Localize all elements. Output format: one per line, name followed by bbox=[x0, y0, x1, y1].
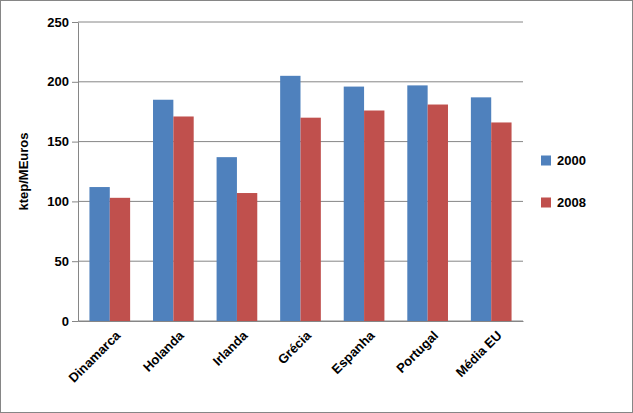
y-tick: 200 bbox=[47, 74, 78, 89]
y-tick: 50 bbox=[55, 254, 78, 269]
x-axis: Dinamarca Holanda Irlanda Grécia Espanha Port… bbox=[66, 321, 524, 385]
y-tick: 0 bbox=[62, 314, 78, 329]
bar bbox=[471, 97, 491, 321]
bar bbox=[173, 116, 193, 321]
x-tick: Espanha bbox=[329, 321, 378, 377]
bars bbox=[89, 76, 511, 321]
y-tick-mark bbox=[72, 82, 78, 83]
bar bbox=[407, 85, 427, 321]
y-tick-mark bbox=[72, 261, 78, 262]
x-tick-label: Dinamarca bbox=[66, 327, 124, 385]
y-tick-label: 0 bbox=[62, 314, 69, 329]
legend: 2000 2008 bbox=[541, 153, 586, 210]
legend-label: 2008 bbox=[557, 195, 586, 210]
y-tick-label: 50 bbox=[55, 254, 69, 269]
bar bbox=[89, 187, 109, 321]
bar bbox=[428, 105, 448, 321]
bar bbox=[491, 122, 511, 321]
y-tick-label: 100 bbox=[47, 194, 69, 209]
x-tick-label: Holanda bbox=[140, 327, 187, 374]
x-tick: Dinamarca bbox=[66, 321, 124, 385]
chart: 0 50 100 150 200 250 Dinamarca Holanda Irlanda Gr… bbox=[0, 0, 633, 413]
y-tick-label: 200 bbox=[47, 74, 69, 89]
x-tick: Grécia bbox=[275, 321, 315, 367]
chart-border bbox=[1, 1, 633, 413]
grid bbox=[78, 22, 523, 321]
y-tick-mark bbox=[72, 22, 78, 23]
y-axis: 0 50 100 150 200 250 bbox=[47, 15, 78, 329]
y-tick-mark bbox=[72, 321, 78, 322]
bar bbox=[364, 111, 384, 321]
x-tick-label: Espanha bbox=[329, 327, 378, 376]
legend-swatch bbox=[541, 198, 551, 208]
legend-label: 2000 bbox=[557, 153, 586, 168]
plot: 0 50 100 150 200 250 Dinamarca Holanda Irlanda Gr… bbox=[47, 15, 523, 386]
bar bbox=[280, 76, 300, 321]
y-axis-title: ktep/MEuros bbox=[16, 132, 31, 210]
x-tick-label: Portugal bbox=[393, 328, 441, 376]
legend-swatch bbox=[541, 156, 551, 166]
y-tick-mark bbox=[72, 142, 78, 143]
y-tick: 100 bbox=[47, 194, 78, 209]
grid-line bbox=[78, 22, 523, 23]
bar bbox=[237, 193, 257, 321]
x-tick-label: Média EU bbox=[453, 328, 505, 380]
y-tick-mark bbox=[72, 201, 78, 202]
x-tick: Média EU bbox=[453, 321, 505, 380]
bar bbox=[110, 198, 130, 321]
x-tick-label: Grécia bbox=[275, 327, 315, 367]
series-bars bbox=[89, 76, 491, 321]
y-tick-label: 250 bbox=[47, 15, 69, 30]
bar bbox=[217, 157, 237, 321]
x-tick: Portugal bbox=[393, 321, 441, 376]
x-tick: Irlanda bbox=[210, 321, 251, 369]
bar bbox=[301, 118, 321, 321]
y-tick: 250 bbox=[47, 15, 78, 30]
y-tick-label: 150 bbox=[47, 134, 69, 149]
bar bbox=[344, 87, 364, 321]
series-bars bbox=[110, 105, 512, 321]
x-tick: Holanda bbox=[140, 321, 187, 375]
x-tick-label: Irlanda bbox=[210, 327, 251, 368]
x-axis-line bbox=[79, 321, 524, 322]
y-tick: 150 bbox=[47, 134, 78, 149]
bar bbox=[153, 100, 173, 321]
y-axis-line bbox=[78, 23, 79, 322]
